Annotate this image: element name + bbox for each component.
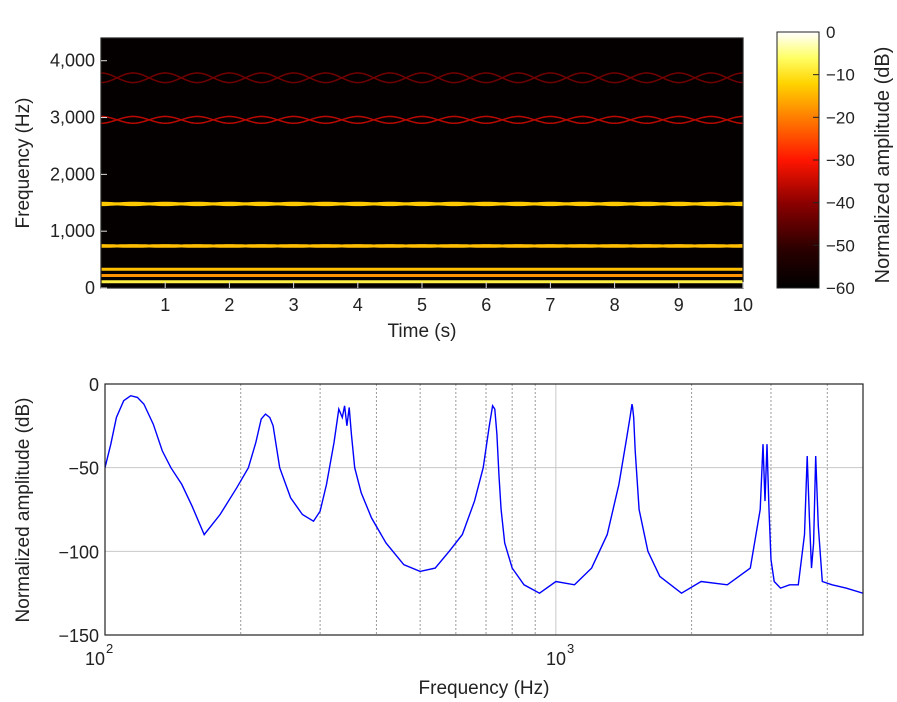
spectrum-x-ticks: 10 2 10 3 xyxy=(85,641,574,669)
spectrogram-y-ticks: 0 1,000 2,000 3,000 4,000 xyxy=(50,51,107,298)
y-tick-label: 4,000 xyxy=(50,51,95,71)
y-tick-label: 2,000 xyxy=(50,164,95,184)
colorbar-tick-label: −30 xyxy=(826,151,855,170)
x-tick-label-1000-base: 10 xyxy=(546,649,566,669)
x-tick-label: 3 xyxy=(289,295,299,315)
colorbar-ticks: 0 −10 −20 −30 −40 −50 −60 xyxy=(813,23,855,298)
colorbar-tick-label: −20 xyxy=(826,108,855,127)
y-tick-label: 0 xyxy=(89,375,99,395)
x-tick-label-100-base: 10 xyxy=(85,649,105,669)
spectrogram-background xyxy=(101,38,743,288)
modulated-tone-2-branch-0 xyxy=(101,115,743,124)
spectrum-y-label: Normalized amplitude (dB) xyxy=(13,398,34,623)
modulated-tone-3-branch-1 xyxy=(101,72,743,84)
modulated-tone-0-branch-1 xyxy=(101,244,743,248)
y-tick-label: 3,000 xyxy=(50,108,95,128)
colorbar-tick-label: −50 xyxy=(826,236,855,255)
x-tick-label-1000-exponent: 3 xyxy=(567,641,574,656)
x-tick-label: 4 xyxy=(353,295,363,315)
spectrum-y-ticks: 0 −50 −100 −150 xyxy=(58,375,99,646)
spectrum-frame xyxy=(104,383,864,636)
x-tick-label: 6 xyxy=(481,295,491,315)
y-tick-label: −50 xyxy=(68,459,99,479)
x-tick-label: 5 xyxy=(417,295,427,315)
spectrum-grid xyxy=(105,384,863,635)
y-tick-label: −150 xyxy=(58,626,99,646)
spectrogram-chart: 1 2 3 4 5 6 7 8 9 10 0 1,000 2,000 3,000 4,000 Time (… xyxy=(13,37,753,342)
colorbar-tick-label: −10 xyxy=(826,66,855,85)
x-tick-label: 10 xyxy=(733,295,753,315)
spectrum-chart: 0 −50 −100 −150 10 2 10 3 Frequency (Hz) No… xyxy=(13,375,864,699)
colorbar: 0 −10 −20 −30 −40 −50 −60 Normalized amplitude… xyxy=(776,23,894,298)
modulated-tone-1-branch-1 xyxy=(101,201,743,207)
y-tick-label: 1,000 xyxy=(50,221,95,241)
y-tick-label: 0 xyxy=(85,278,95,298)
spectrum-x-label: Frequency (Hz) xyxy=(419,678,550,699)
spectrogram-y-label: Frequency (Hz) xyxy=(13,98,34,229)
x-tick-label: 2 xyxy=(224,295,234,315)
colorbar-tick-label: −60 xyxy=(826,279,855,298)
spectrogram-content xyxy=(101,72,743,284)
spectrogram-x-ticks: 1 2 3 4 5 6 7 8 9 10 xyxy=(160,282,753,315)
spectrum-plot-area xyxy=(105,384,863,635)
y-tick-label: −100 xyxy=(58,542,99,562)
x-tick-label: 9 xyxy=(674,295,684,315)
modulated-tone-3-branch-0 xyxy=(101,72,743,84)
x-tick-label-100-exponent: 2 xyxy=(106,641,113,656)
x-tick-label: 8 xyxy=(610,295,620,315)
spectrum-line xyxy=(105,394,863,595)
colorbar-label: Normalized amplitude (dB) xyxy=(872,47,894,284)
colorbar-gradient xyxy=(776,31,820,289)
x-tick-label: 1 xyxy=(160,295,170,315)
modulated-tone-2-branch-1 xyxy=(101,115,743,124)
x-tick-label: 7 xyxy=(545,295,555,315)
colorbar-tick-label: 0 xyxy=(826,23,835,42)
spectrogram-x-label: Time (s) xyxy=(388,321,457,342)
colorbar-tick-label: −40 xyxy=(826,194,855,213)
